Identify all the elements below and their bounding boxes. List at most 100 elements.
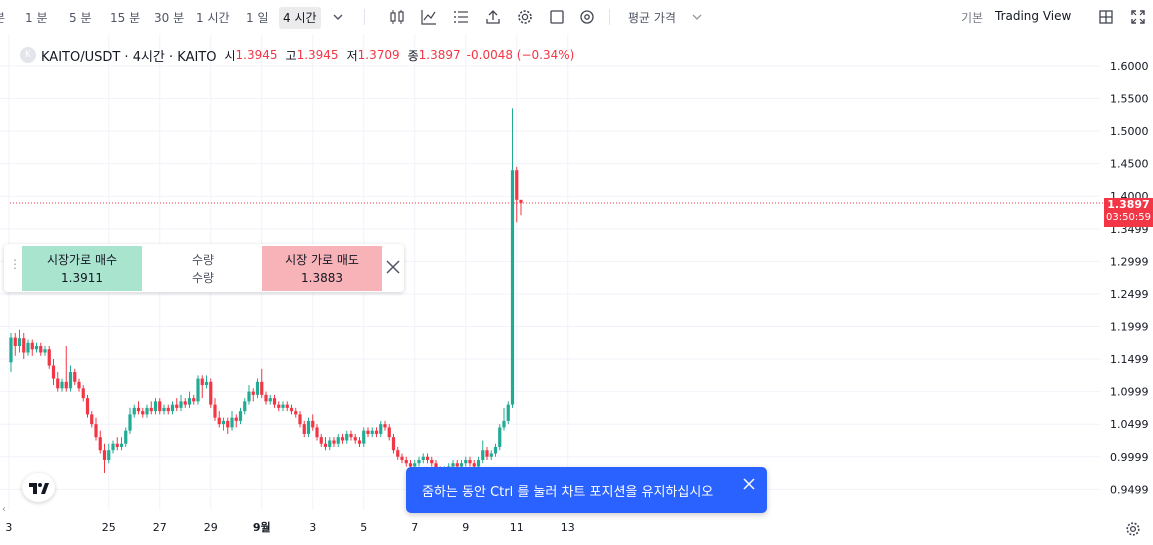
candle-body	[73, 372, 77, 382]
low-value: 1.3709	[357, 48, 400, 62]
trade-panel: ⋮⋮ 시장가로 매수 1.3911 수량 수량 시장 가로 매도 1.3883	[4, 244, 404, 292]
candle-body	[485, 450, 489, 457]
x-tick-label: 7	[411, 521, 418, 534]
candle-body	[200, 378, 204, 386]
candle-body	[311, 420, 315, 428]
close-icon[interactable]	[742, 477, 756, 491]
candle-body	[243, 401, 247, 412]
scroll-left-icon[interactable]: ‹	[2, 504, 6, 515]
candle-body	[175, 404, 179, 408]
quantity-label: 수량	[191, 253, 215, 267]
timeframe-1m[interactable]: 1 분	[25, 11, 48, 25]
top-toolbar: 분 1 분 5 분 15 분 30 분 1 시간 1 일 4 시간 평균 가격 …	[0, 0, 1153, 34]
candle-body	[217, 417, 221, 425]
candle-body	[247, 391, 251, 402]
candle-body	[77, 381, 81, 389]
timeframe-1h[interactable]: 1 시간	[196, 11, 230, 25]
timeframe-4h[interactable]: 4 시간	[279, 7, 321, 29]
coin-logo-icon: K	[20, 47, 36, 63]
candle-body	[22, 338, 26, 353]
close-icon[interactable]	[384, 258, 402, 276]
timeframe-30m[interactable]: 30 분	[154, 11, 185, 25]
candle-body	[345, 433, 349, 441]
candle-body	[498, 427, 502, 447]
expand-icon[interactable]	[1129, 8, 1147, 26]
candle-body	[102, 450, 107, 460]
x-tick-label: 9월	[253, 520, 271, 534]
candle-body	[400, 456, 404, 460]
candle-body	[379, 424, 383, 434]
view-basic-tab[interactable]: 기본	[961, 11, 984, 25]
candle-body	[277, 404, 281, 408]
market-buy-button[interactable]: 시장가로 매수 1.3911	[22, 246, 142, 291]
chevron-down-icon[interactable]	[329, 8, 347, 26]
timeframe-item[interactable]: 분	[0, 7, 9, 29]
candle-body	[260, 381, 264, 395]
candle-body	[230, 417, 234, 428]
candle-body	[166, 407, 170, 412]
change-value: -0.0048 (−0.34%)	[466, 48, 575, 62]
quantity-field[interactable]: 수량 수량	[144, 246, 262, 291]
axis-settings-icon[interactable]	[1125, 521, 1141, 537]
screenshot-icon[interactable]	[578, 8, 596, 26]
timeframe-5m[interactable]: 5 분	[69, 11, 92, 25]
candle-body	[51, 365, 56, 379]
candle-body	[455, 463, 459, 467]
candle-body	[481, 450, 485, 460]
candle-body	[60, 381, 64, 389]
candle-body	[158, 401, 162, 412]
candle-body	[298, 414, 302, 425]
candle-body	[404, 459, 408, 464]
fullscreen-frame-icon[interactable]	[548, 8, 566, 26]
low-label: 저	[346, 48, 358, 63]
candle-body	[268, 398, 272, 402]
candle-body	[111, 443, 115, 451]
candle-body	[17, 338, 22, 347]
candle-body	[107, 450, 111, 460]
candle-body	[141, 411, 145, 415]
candle-body	[413, 463, 417, 467]
view-tradingview-tab[interactable]: Trading View	[995, 9, 1072, 23]
timeframe-1d[interactable]: 1 일	[246, 11, 269, 25]
candle-body	[472, 463, 476, 467]
candle-body	[391, 437, 396, 451]
timeframe-15m[interactable]: 15 분	[110, 11, 141, 25]
close-value: 1.3897	[418, 48, 461, 62]
candle-body	[306, 420, 311, 434]
sell-label: 시장 가로 매도	[285, 253, 359, 267]
quantity-input[interactable]: 수량	[191, 271, 215, 285]
y-tick-label: 1.5000	[1110, 125, 1149, 138]
drag-handle-icon[interactable]: ⋮⋮	[9, 257, 33, 271]
y-tick-label: 1.2499	[1110, 288, 1149, 301]
candle-body	[226, 420, 230, 428]
toast-message: 줌하는 동안 Ctrl 를 눌러 차트 포지션을 유지하십시오	[422, 485, 714, 500]
candle-body	[281, 404, 285, 408]
price-type-select[interactable]: 평균 가격	[628, 11, 676, 25]
indicators-icon[interactable]	[420, 8, 438, 26]
close-label: 종	[407, 48, 419, 63]
chevron-down-icon[interactable]	[688, 8, 706, 26]
y-tick-label: 1.4500	[1110, 158, 1149, 171]
candles-icon[interactable]	[388, 8, 406, 26]
candle-body	[302, 424, 306, 434]
y-tick-label: 0.9499	[1110, 483, 1149, 496]
candle-body	[9, 337, 13, 363]
candle-body	[192, 398, 196, 402]
candle-body	[285, 404, 289, 408]
tradingview-logo-icon[interactable]	[22, 473, 55, 502]
list-icon[interactable]	[452, 8, 470, 26]
symbol-title[interactable]: KAITO/USDT · 4시간 · KAITO	[41, 49, 217, 65]
layout-grid-icon[interactable]	[1097, 8, 1115, 26]
candle-body	[204, 381, 209, 386]
gear-icon[interactable]	[516, 8, 534, 26]
market-sell-button[interactable]: 시장 가로 매도 1.3883	[262, 246, 382, 291]
candlestick-chart[interactable]: 1.60001.55001.50001.45001.40001.34991.29…	[0, 34, 1153, 545]
candle-body	[374, 430, 379, 434]
candle-body	[272, 398, 277, 405]
candle-body	[349, 433, 353, 438]
candle-body	[153, 401, 158, 412]
share-icon[interactable]	[484, 8, 502, 26]
candle-body	[323, 443, 328, 447]
x-tick-label: 27	[153, 521, 167, 534]
candle-body	[515, 170, 519, 200]
